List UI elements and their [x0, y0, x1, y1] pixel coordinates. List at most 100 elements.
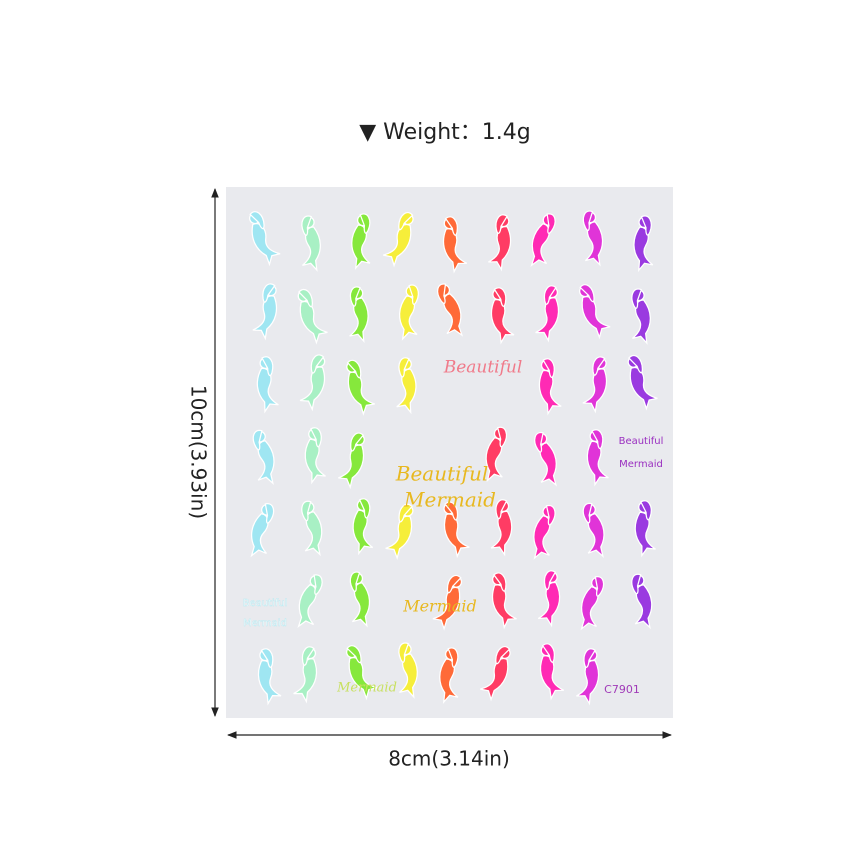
mermaid-shape [346, 645, 362, 664]
mermaid-sticker [383, 212, 414, 268]
mermaid-shape [310, 354, 325, 374]
mermaid-shape [495, 646, 511, 665]
mermaid-shape [398, 212, 414, 231]
mermaid-shape [310, 427, 322, 448]
mermaid-sticker [385, 503, 414, 561]
mermaid-sticker [627, 354, 658, 411]
mermaid-shape [446, 574, 462, 594]
mermaid-sticker [631, 288, 651, 345]
mermaid-shape [444, 216, 458, 236]
mermaid-shape [313, 574, 323, 595]
mermaid-sticker [582, 502, 605, 558]
mermaid-shape [495, 214, 509, 234]
mermaid-shape [301, 500, 312, 522]
mermaid-sticker [443, 501, 470, 559]
mermaid-shape [358, 498, 371, 519]
sticker-text: Mermaid [336, 681, 397, 696]
mermaid-shape [398, 642, 410, 663]
mermaid-shape [252, 429, 263, 451]
mermaid-sticker [580, 576, 605, 631]
mermaid-shape [349, 286, 361, 307]
mermaid-shape [408, 284, 419, 305]
mermaid-sticker [250, 503, 275, 558]
mermaid-sticker [488, 214, 512, 272]
mermaid-sticker [398, 642, 418, 699]
mermaid-shape [301, 215, 313, 236]
mermaid-sticker [346, 359, 375, 416]
mermaid-sticker [351, 213, 371, 270]
mermaid-shape [579, 284, 595, 303]
mermaid-shape [631, 288, 643, 309]
mermaid-sticker [480, 646, 511, 702]
mermaid-sticker [490, 499, 513, 557]
sticker-text: Mermaid [403, 488, 496, 512]
sticker-text: Mermaid [402, 597, 477, 616]
mermaid-shape [264, 503, 275, 524]
mermaid-sticker [539, 643, 565, 701]
mermaid-sticker [582, 210, 604, 267]
mermaid-sticker [396, 357, 417, 415]
mermaid-shape [594, 576, 605, 597]
mermaid-shape [542, 358, 555, 379]
mermaid-shape [534, 431, 544, 453]
mermaid-shape [444, 501, 459, 521]
mermaid-shape [493, 287, 507, 307]
mermaid-sticker [633, 215, 654, 273]
mermaid-shape [350, 432, 365, 452]
sticker-text: Beautiful [395, 462, 488, 486]
mermaid-shape [592, 356, 606, 376]
mermaid-sticker [297, 574, 323, 628]
mermaid-sticker [537, 570, 561, 628]
mermaid-shape [545, 504, 556, 526]
mermaid-sticker [491, 572, 517, 630]
sticker-text: Beautiful [243, 598, 288, 609]
mermaid-sticker [442, 216, 468, 274]
mermaid-sticker [432, 574, 463, 631]
mermaid-sticker [533, 504, 556, 560]
mermaid-sticker [576, 648, 600, 706]
mermaid-shape [541, 643, 555, 663]
mermaid-sticker [257, 648, 282, 706]
mermaid-shape [249, 211, 265, 230]
mermaid-shape [495, 499, 508, 520]
mermaid-shape [543, 570, 557, 591]
sticker-text: Beautiful [443, 358, 523, 378]
mermaid-sticker [299, 354, 326, 412]
mermaid-sticker [338, 432, 365, 490]
mermaid-sticker [256, 356, 279, 414]
mermaid-sticker [252, 429, 275, 485]
mermaid-shape [496, 426, 508, 448]
mermaid-shape [262, 283, 276, 303]
mermaid-shape [640, 500, 652, 521]
mermaid-sticker [349, 571, 371, 628]
mermaid-shape [582, 210, 594, 232]
weight-label: ▼ Weight：1.4g [359, 120, 531, 145]
mermaid-shape [359, 213, 371, 234]
sticker-text: Mermaid [243, 618, 287, 629]
mermaid-shape [436, 283, 447, 304]
mermaid-shape [349, 571, 361, 593]
mermaid-sticker [534, 431, 558, 487]
mermaid-sticker [530, 213, 556, 267]
mermaid-shape [261, 356, 274, 377]
mermaid-sticker [485, 426, 508, 483]
mermaid-shape [543, 285, 557, 305]
mermaid-shape [583, 648, 597, 668]
mermaid-shape [627, 354, 644, 374]
mermaid-sticker [346, 645, 378, 701]
mermaid-shape [346, 359, 362, 379]
mermaid-shape [582, 502, 593, 524]
mermaid-shape [493, 572, 507, 592]
mermaid-shape [631, 573, 642, 595]
mermaid-sticker [439, 647, 459, 704]
mermaid-sticker [436, 283, 464, 337]
mermaid-sticker [349, 286, 369, 344]
mermaid-sticker [490, 287, 515, 345]
mermaid-sticker [297, 288, 328, 345]
sticker-text: Mermaid [619, 459, 663, 470]
sticker-code: C7901 [604, 683, 640, 696]
mermaid-sticker [579, 284, 611, 340]
mermaid-sticker [631, 573, 653, 630]
